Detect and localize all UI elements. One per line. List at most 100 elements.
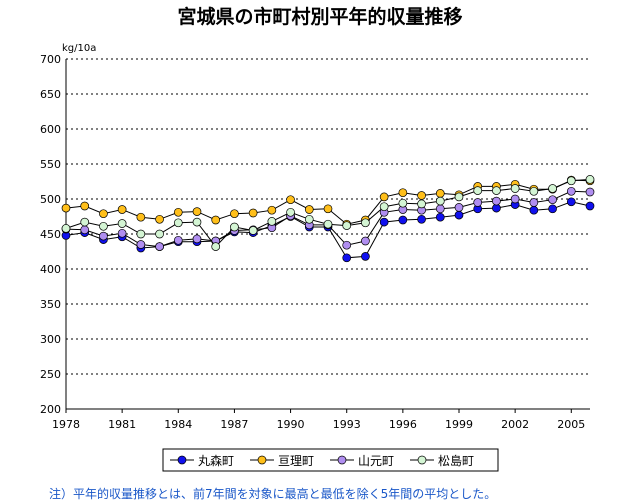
point-matsushima-1987 xyxy=(230,222,239,232)
point-watari-1986 xyxy=(211,215,221,225)
point-yamamoto-1980 xyxy=(99,231,108,241)
y-tick-label-300: 300 xyxy=(40,333,61,346)
y-tick-label-450: 450 xyxy=(40,228,61,241)
point-matsushima-2005 xyxy=(566,176,576,186)
y-tick-labels: 200 250 300 350 400 450 500 550 600 650 700 xyxy=(40,53,61,416)
legend-label-matsushima: 松島町 xyxy=(438,453,474,468)
point-yamamoto-1993 xyxy=(342,240,352,250)
legend-marker-yamamoto xyxy=(337,455,347,465)
point-matsushima-1979 xyxy=(80,217,90,227)
point-matsushima-1992 xyxy=(323,219,333,229)
point-matsushima-1997 xyxy=(417,199,426,209)
point-marumori-1997 xyxy=(417,214,426,224)
point-yamamoto-2000 xyxy=(473,198,483,207)
point-matsushima-2001 xyxy=(492,186,501,195)
point-watari-1998 xyxy=(435,189,445,198)
y-tick-label-500: 500 xyxy=(40,193,61,206)
point-yamamoto-1982 xyxy=(136,240,146,249)
point-marumori-2006 xyxy=(585,201,595,211)
point-matsushima-1995 xyxy=(379,202,389,212)
x-tick-label-2005: 2005 xyxy=(557,418,585,431)
point-marumori-2005 xyxy=(566,197,576,207)
point-matsushima-1984 xyxy=(173,218,183,228)
point-matsushima-1982 xyxy=(136,229,146,239)
point-matsushima-1985 xyxy=(192,217,202,227)
point-watari-1996 xyxy=(398,188,408,198)
x-tick-label-1987: 1987 xyxy=(220,418,248,431)
legend: 丸森町 亘理町 山元町 松島町 xyxy=(162,448,499,472)
point-yamamoto-1998 xyxy=(435,204,445,214)
point-matsushima-1986 xyxy=(211,242,221,251)
y-tick-label-350: 350 xyxy=(40,298,61,311)
y-tick-label-550: 550 xyxy=(40,158,61,171)
point-matsushima-1988 xyxy=(248,226,258,235)
point-matsushima-1990 xyxy=(286,207,295,217)
point-matsushima-1999 xyxy=(454,192,464,202)
point-yamamoto-1985 xyxy=(192,234,202,244)
point-matsushima-1978 xyxy=(61,224,71,233)
y-axis-unit-label: kg/10a xyxy=(62,43,96,54)
point-marumori-1998 xyxy=(435,212,445,222)
point-matsushima-1983 xyxy=(155,229,164,239)
point-watari-1991 xyxy=(304,205,314,214)
point-marumori-2003 xyxy=(529,205,539,215)
legend-item-yamamoto: 山元町 xyxy=(330,454,394,468)
point-watari-1980 xyxy=(99,209,108,219)
x-tick-label-2002: 2002 xyxy=(501,418,529,431)
y-tick-label-600: 600 xyxy=(40,123,61,136)
x-tick-label-1981: 1981 xyxy=(108,418,136,431)
point-yamamoto-1981 xyxy=(117,228,127,238)
point-yamamoto-1984 xyxy=(173,235,183,245)
point-yamamoto-2005 xyxy=(566,186,576,196)
point-yamamoto-1983 xyxy=(155,242,164,251)
point-matsushima-1998 xyxy=(435,196,445,206)
point-watari-1997 xyxy=(417,191,426,200)
legend-item-watari: 亘理町 xyxy=(250,454,314,468)
y-tick-label-700: 700 xyxy=(40,53,61,66)
point-matsushima-1994 xyxy=(361,218,370,228)
point-watari-1981 xyxy=(117,205,127,214)
point-watari-1983 xyxy=(155,214,164,224)
point-matsushima-2000 xyxy=(473,186,483,195)
point-watari-1979 xyxy=(80,201,90,211)
x-tick-label-1993: 1993 xyxy=(333,418,361,431)
legend-marker-matsushima xyxy=(417,455,427,465)
legend-item-marumori: 丸森町 xyxy=(170,453,234,468)
point-watari-1987 xyxy=(230,209,239,219)
point-matsushima-1991 xyxy=(304,214,314,224)
point-yamamoto-2001 xyxy=(492,196,501,206)
legend-marker-watari xyxy=(257,455,267,465)
x-tick-label-1999: 1999 xyxy=(445,418,473,431)
point-watari-1988 xyxy=(248,208,258,218)
y-tick-label-650: 650 xyxy=(40,88,61,101)
x-tick-label-1978: 1978 xyxy=(52,418,80,431)
point-marumori-1995 xyxy=(379,217,389,227)
legend-label-watari: 亘理町 xyxy=(278,454,314,468)
point-yamamoto-1999 xyxy=(454,203,464,212)
point-marumori-1996 xyxy=(398,215,408,225)
gridlines xyxy=(66,58,590,375)
point-yamamoto-1979 xyxy=(80,225,90,235)
point-matsushima-2004 xyxy=(548,184,557,193)
legend-marker-marumori xyxy=(177,455,187,465)
point-matsushima-1989 xyxy=(267,217,277,226)
point-watari-1985 xyxy=(192,207,202,216)
x-tick-labels: 1978 1981 1984 1987 1990 1993 1996 1999 2002 2005 xyxy=(52,409,585,431)
point-yamamoto-1994 xyxy=(361,236,370,246)
legend-label-marumori: 丸森町 xyxy=(198,453,234,468)
point-marumori-1999 xyxy=(454,210,464,220)
point-marumori-1993 xyxy=(342,253,352,263)
point-matsushima-2006 xyxy=(585,175,595,184)
point-watari-1995 xyxy=(379,192,389,202)
x-tick-label-1990: 1990 xyxy=(277,418,305,431)
point-matsushima-1981 xyxy=(117,219,127,228)
chart-title: 宮城県の市町村別平年的収量推移 xyxy=(177,5,462,28)
point-matsushima-1993 xyxy=(342,221,352,230)
point-matsushima-2003 xyxy=(529,186,539,196)
point-watari-1990 xyxy=(286,195,295,205)
x-tick-label-1984: 1984 xyxy=(164,418,192,431)
point-matsushima-1980 xyxy=(99,221,108,231)
point-watari-1989 xyxy=(267,205,277,215)
point-marumori-1994 xyxy=(361,252,370,261)
